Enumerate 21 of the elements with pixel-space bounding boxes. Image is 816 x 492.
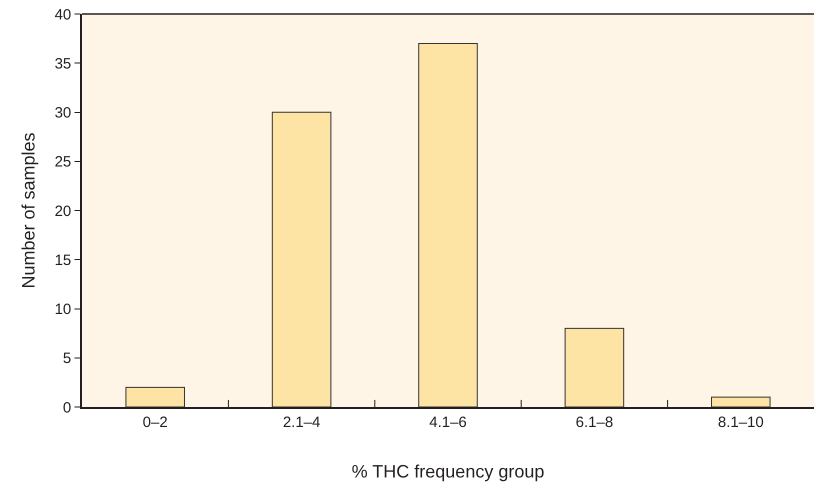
x-tick-label: 2.1–4: [282, 414, 320, 431]
x-tick-label: 4.1–6: [429, 414, 467, 431]
y-tick-label: 30: [54, 104, 72, 122]
y-tick-label: 10: [54, 301, 72, 318]
bar: [564, 328, 624, 407]
x-tick-label: 8.1–10: [718, 414, 764, 431]
y-tick-label: 5: [62, 350, 72, 368]
y-tick-label: 20: [54, 202, 72, 220]
y-tick-label: 0: [62, 399, 72, 416]
bar: [418, 42, 478, 407]
y-tick-label: 35: [54, 55, 72, 72]
bar: [272, 112, 332, 407]
y-tick-label: 40: [54, 6, 72, 24]
x-tick-label: 0–2: [142, 414, 168, 431]
y-tick-label: 15: [54, 252, 72, 269]
x-tick-label: 6.1–8: [576, 414, 614, 431]
y-tick-label: 25: [54, 154, 72, 171]
x-axis-title: % THC frequency group: [352, 461, 544, 482]
bar: [711, 396, 771, 407]
y-axis-title: Number of samples: [18, 132, 38, 289]
bar: [125, 386, 185, 407]
